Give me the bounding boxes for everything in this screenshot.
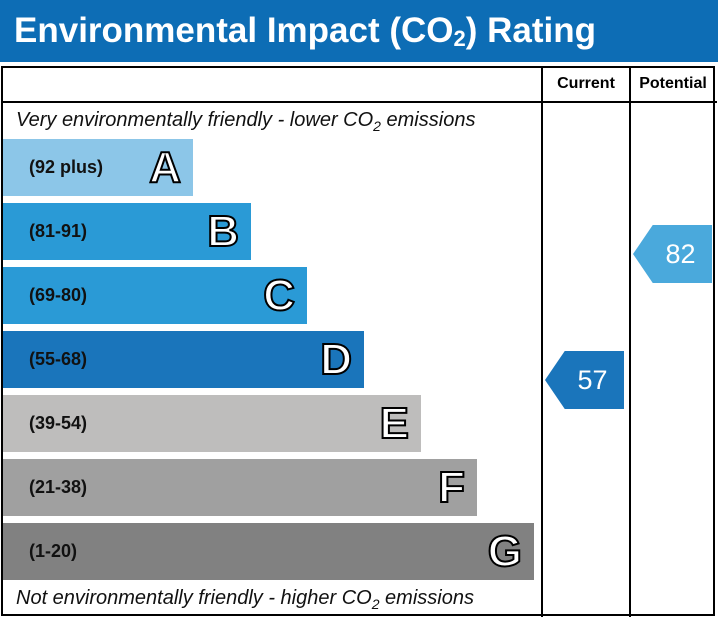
band-bar-d: (55-68) D — [3, 331, 364, 388]
band-letter: A — [148, 142, 182, 193]
column-header-potential: Potential — [639, 75, 707, 92]
band-letter: D — [319, 334, 353, 385]
band-bar-b: (81-91) B — [3, 203, 251, 260]
band-bar-e: (39-54) E — [3, 395, 421, 452]
column-header-current: Current — [557, 75, 615, 92]
band-letter: G — [487, 526, 523, 577]
band-range: (81-91) — [29, 221, 88, 241]
top-note: Very environmentally friendly - lower CO… — [16, 109, 476, 134]
band-bar-c: (69-80) C — [3, 267, 307, 324]
rating-table — [1, 66, 715, 616]
band-range: (39-54) — [29, 413, 88, 433]
divider — [541, 66, 543, 617]
band-letter: E — [379, 398, 410, 449]
band-bar-a: (92 plus) A — [3, 139, 193, 196]
current-rating-arrow: 57 — [545, 351, 624, 409]
band-bar-g: (1-20) G — [3, 523, 534, 580]
band-range: (1-20) — [29, 541, 78, 561]
bottom-note: Not environmentally friendly - higher CO… — [16, 587, 474, 612]
band-range: (55-68) — [29, 349, 88, 369]
band-range: (92 plus) — [29, 157, 104, 177]
band-range: (21-38) — [29, 477, 88, 497]
band-range: (69-80) — [29, 285, 88, 305]
divider — [1, 101, 717, 103]
band-letter: B — [206, 206, 240, 257]
chart-title: Environmental Impact (CO2) Rating — [0, 0, 718, 62]
band-bar-f: (21-38) F — [3, 459, 477, 516]
band-letter: F — [437, 462, 466, 513]
potential-rating-arrow: 82 — [633, 225, 712, 283]
divider — [629, 66, 631, 617]
band-letter: C — [262, 270, 296, 321]
